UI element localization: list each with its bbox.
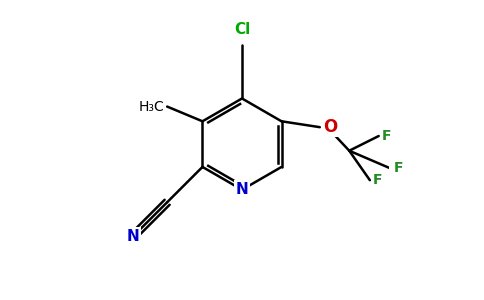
Text: N: N xyxy=(236,182,248,197)
Text: H₃C: H₃C xyxy=(138,100,164,114)
Text: O: O xyxy=(323,118,337,136)
Text: F: F xyxy=(382,129,391,143)
Text: F: F xyxy=(393,161,403,176)
Text: Cl: Cl xyxy=(234,22,250,37)
Text: N: N xyxy=(127,229,140,244)
Text: F: F xyxy=(373,173,382,187)
